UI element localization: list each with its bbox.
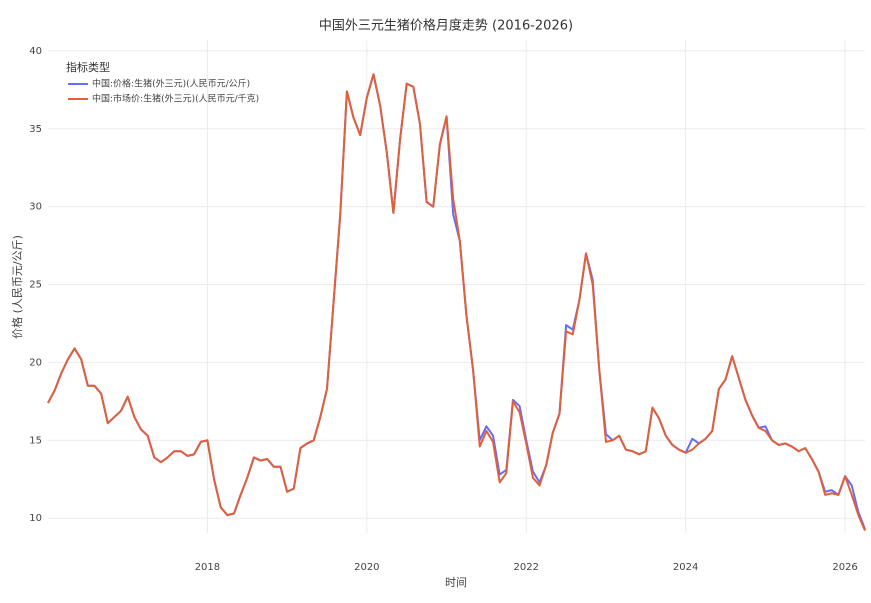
- y-tick-label: 25: [29, 280, 42, 291]
- chart-title: 中国外三元生猪价格月度走势 (2016-2026): [319, 18, 573, 34]
- y-axis-title: 价格 (人民币元/公斤): [10, 235, 24, 339]
- x-tick-label: 2024: [673, 562, 698, 573]
- y-tick-label: 40: [29, 46, 42, 57]
- y-tick-label: 30: [29, 202, 42, 213]
- grid: [48, 40, 865, 533]
- y-tick-label: 20: [29, 357, 42, 368]
- legend-label: 中国:价格:生猪(外三元)(人民币元/公斤): [92, 78, 250, 90]
- y-tick-label: 35: [29, 124, 42, 135]
- x-tick-label: 2022: [514, 562, 539, 573]
- x-tick-label: 2020: [354, 562, 379, 573]
- y-tick-label: 15: [29, 435, 42, 446]
- x-axis-title: 时间: [445, 576, 467, 589]
- legend-title: 指标类型: [66, 60, 110, 74]
- y-tick-label: 10: [29, 513, 42, 524]
- line-series: [47, 73, 866, 530]
- x-tick-label: 2018: [195, 562, 220, 573]
- line-series: [47, 73, 866, 532]
- legend-label: 中国:市场价:生猪(外三元)(人民币元/千克): [92, 93, 259, 105]
- x-tick-label: 2026: [832, 562, 857, 573]
